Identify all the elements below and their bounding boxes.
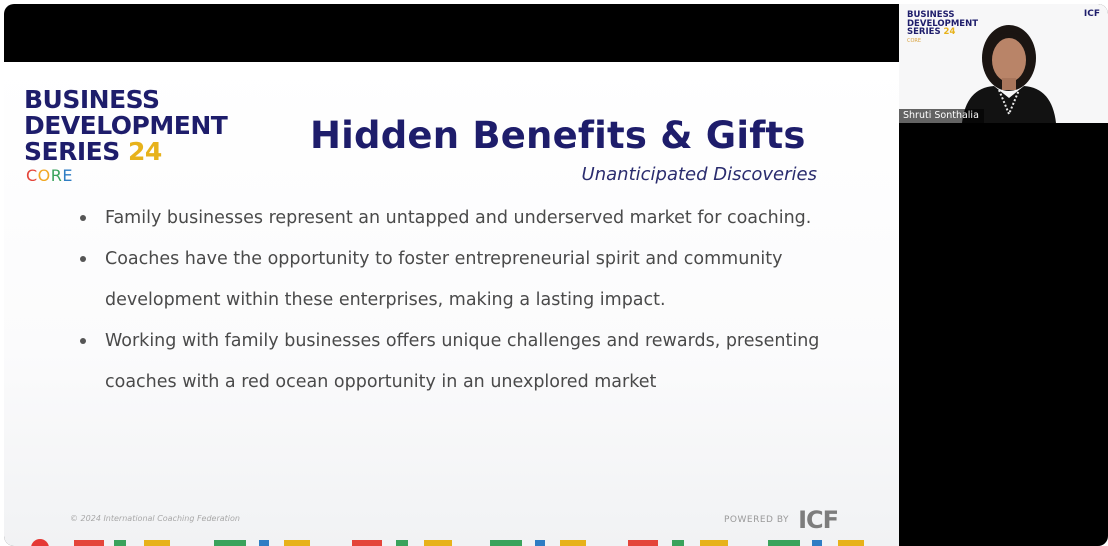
decorative-strip — [144, 540, 170, 546]
bullet-item: Family businesses represent an untapped … — [80, 198, 850, 239]
participant-video-icon — [954, 18, 1064, 123]
icf-logo: ICF — [798, 506, 838, 534]
powered-by-label: POWERED BY — [724, 515, 789, 525]
decorative-strip — [838, 540, 864, 546]
decorative-strip — [214, 540, 246, 546]
logo-series-text: SERIES — [24, 137, 120, 166]
bullet-item: Working with family businesses offers un… — [80, 321, 850, 403]
decorative-strip — [114, 540, 126, 546]
decorative-strip — [628, 540, 658, 546]
slide-subtitle: Unanticipated Discoveries — [582, 164, 817, 185]
logo-series-number: 24 — [128, 137, 162, 166]
decorative-strip — [490, 540, 522, 546]
bullet-list: Family businesses represent an untapped … — [80, 198, 850, 403]
decorative-strip — [560, 540, 586, 546]
video-frame: BUSINESS DEVELOPMENT SERIES 24 CORE Hidd… — [4, 4, 1108, 546]
decorative-strip — [672, 540, 684, 546]
presentation-slide: BUSINESS DEVELOPMENT SERIES 24 CORE Hidd… — [4, 62, 899, 546]
logo-core: CORE — [26, 166, 73, 185]
tile-logo-series: SERIES — [907, 27, 941, 37]
tile-icf-logo: ICF — [1084, 9, 1100, 19]
logo-core-letter: E — [62, 166, 73, 185]
decorative-strip — [812, 540, 822, 546]
logo-core-letter: O — [38, 166, 51, 185]
decorative-strip — [768, 540, 800, 546]
decorative-strip — [284, 540, 310, 546]
bullet-item: Coaches have the opportunity to foster e… — [80, 239, 850, 321]
decorative-strip — [535, 540, 545, 546]
logo-core-letter: C — [26, 166, 38, 185]
powered-by-icf: POWERED BY ICF — [724, 506, 838, 534]
decorative-strip — [352, 540, 382, 546]
decorative-strip — [424, 540, 452, 546]
participant-name-label: Shruti Sonthalia — [899, 109, 984, 123]
logo-line-3: SERIES 24 — [24, 138, 162, 165]
copyright-text: © 2024 International Coaching Federation — [70, 514, 240, 523]
logo-line-2: DEVELOPMENT — [24, 112, 227, 139]
logo-core-letter: R — [51, 166, 63, 185]
slide-title: Hidden Benefits & Gifts — [310, 114, 806, 157]
decorative-strip — [74, 540, 104, 546]
decorative-strip — [396, 540, 408, 546]
decorative-strip — [259, 540, 269, 546]
participant-video-tile[interactable]: BUSINESS DEVELOPMENT SERIES 24 CORE ICF … — [899, 4, 1108, 123]
decorative-strip — [700, 540, 728, 546]
business-development-series-logo: BUSINESS DEVELOPMENT SERIES 24 CORE — [24, 86, 274, 186]
logo-line-1: BUSINESS — [24, 86, 160, 113]
